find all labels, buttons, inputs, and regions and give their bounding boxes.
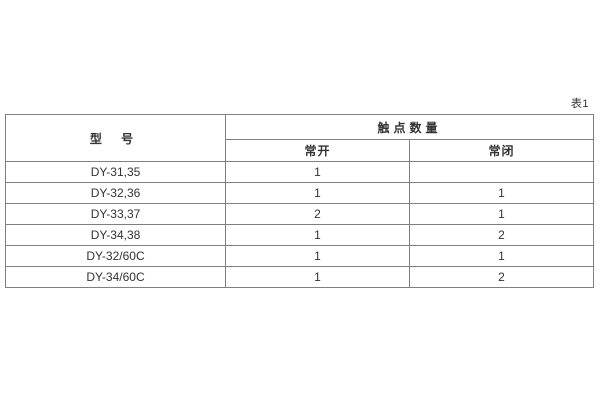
contacts-table: 型 号 触点数量 常开 常闭 DY-31,35 1 DY-32,36 1 1 D… <box>5 114 595 288</box>
normally-open-count-cell: 2 <box>225 203 410 225</box>
normally-closed-count-cell: 1 <box>408 245 595 267</box>
table-row: DY-32/60C 1 1 <box>5 245 595 267</box>
normally-closed-count-cell: 1 <box>408 182 595 204</box>
table-row: DY-34,38 1 2 <box>5 224 595 246</box>
normally-open-count-cell: 1 <box>225 245 410 267</box>
model-cell: DY-31,35 <box>5 161 226 183</box>
normally-open-count-cell: 1 <box>225 266 410 288</box>
table-row: DY-31,35 1 <box>5 161 595 183</box>
table-caption: 表1 <box>570 98 589 110</box>
model-cell: DY-32/60C <box>5 245 226 267</box>
table-row: DY-33,37 2 1 <box>5 203 595 225</box>
normally-closed-count-cell: 2 <box>408 266 595 288</box>
normally-closed-count-cell: 1 <box>408 203 595 225</box>
normally-open-header-cell: 常开 <box>225 139 410 162</box>
normally-open-count-cell: 1 <box>225 182 410 204</box>
contacts-count-group-header: 触点数量 <box>224 114 595 140</box>
model-header-cell: 型 号 <box>5 114 226 162</box>
model-cell: DY-33,37 <box>5 203 226 225</box>
table-row: DY-34/60C 1 2 <box>5 266 595 288</box>
normally-open-count-cell: 1 <box>225 161 410 183</box>
normally-closed-count-cell: 2 <box>408 224 595 246</box>
model-cell: DY-34/60C <box>5 266 226 288</box>
model-cell: DY-32,36 <box>5 182 226 204</box>
header-row-group: 型 号 触点数量 <box>5 114 595 162</box>
normally-open-count-cell: 1 <box>225 224 410 246</box>
model-cell: DY-34,38 <box>5 224 226 246</box>
normally-closed-header-cell: 常闭 <box>408 139 595 162</box>
normally-closed-count-cell <box>408 161 595 183</box>
table-row: DY-32,36 1 1 <box>5 182 595 204</box>
